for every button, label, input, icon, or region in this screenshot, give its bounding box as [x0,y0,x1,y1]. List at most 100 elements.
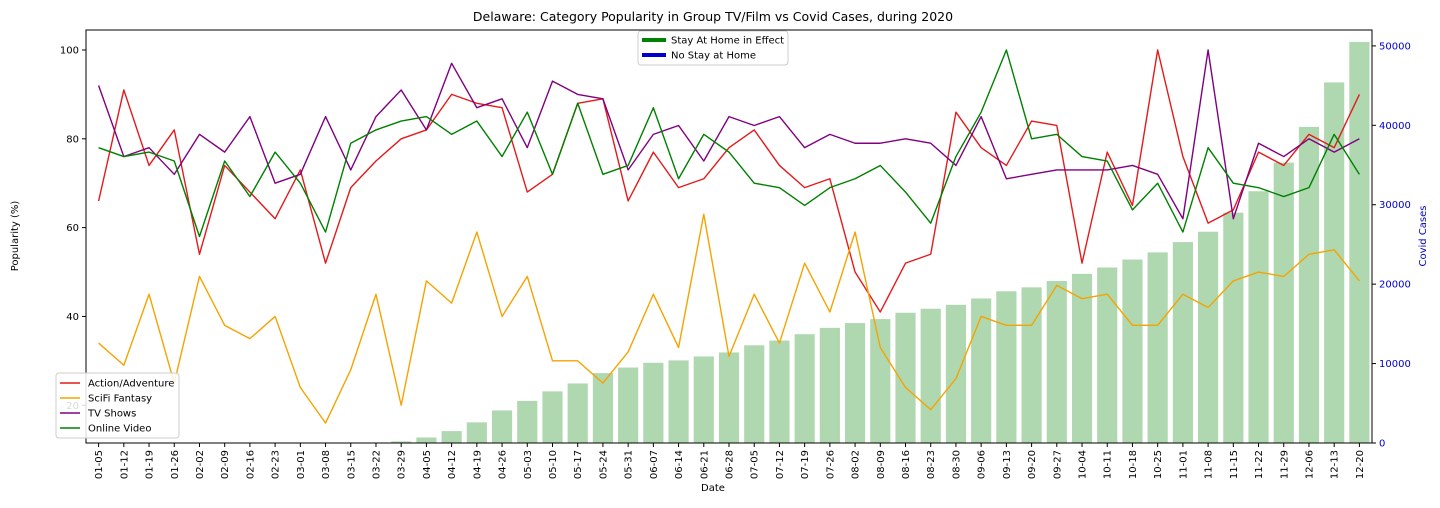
covid-bar [844,323,866,443]
covid-bar [794,334,815,443]
covid-bar [744,345,765,443]
covid-bar [996,291,1017,443]
x-tick-label: 06-28 [725,450,736,479]
legend2-label: Stay At Home in Effect [671,36,784,47]
covid-bar [668,360,689,443]
x-tick-label: 06-14 [674,450,685,479]
y-axis-label: Popularity (%) [10,201,21,272]
y-tick-label: 80 [66,134,79,145]
covid-bar [466,422,487,443]
y2-axis-label: Covid Cases [1418,205,1429,266]
covid-bar [1122,259,1143,443]
series-line [98,213,1360,424]
y2-axis-ticks: 0 10000 20000 30000 40000 50000 [1372,41,1411,450]
y2-tick-label: 0 [1379,439,1385,450]
x-tick-label: 03-29 [397,450,408,479]
x-tick-label: 10-25 [1153,450,1164,479]
x-tick-label: 09-27 [1052,450,1063,479]
y2-tick-label: 50000 [1379,41,1411,52]
x-tick-label: 04-26 [498,450,509,479]
covid-bar [920,308,941,443]
covid-bar [1021,287,1042,443]
legend-series: Action/Adventure SciFi Fantasy TV Shows Onl… [55,372,180,439]
covid-bar [391,441,412,443]
covid-bar [441,431,462,443]
covid-bar [769,340,790,443]
x-tick-label: 06-21 [699,450,710,479]
covid-bar [1046,280,1067,443]
x-tick-label: 09-13 [1002,450,1013,479]
legend2-label: No Stay at Home [671,51,756,62]
legend-stay-box [637,30,789,66]
x-tick-label: 08-23 [926,450,937,479]
x-tick-label: 03-22 [371,450,382,479]
covid-bar [1097,267,1118,443]
legend-label: Online Video [88,424,151,435]
covid-bar [567,383,588,443]
x-tick-label: 01-26 [170,450,181,479]
covid-bar [542,391,563,443]
y-tick-label: 100 [60,45,79,56]
x-tick-label: 03-08 [321,450,332,479]
x-tick-label: 03-01 [296,450,307,479]
x-axis-label: Date [701,483,725,494]
x-tick-label: 04-12 [447,450,458,479]
legend-label: TV Shows [87,409,136,420]
x-tick-label: 11-15 [1229,450,1240,479]
series-line [98,49,1360,238]
x-tick-label: 08-16 [901,450,912,479]
covid-bar [491,410,513,443]
covid-bar [1147,252,1168,443]
x-tick-label: 03-15 [346,450,357,479]
x-tick-label: 11-08 [1204,450,1215,479]
covid-bar [517,400,538,443]
x-tick-label: 02-16 [245,450,256,479]
x-tick-label: 05-03 [523,450,534,479]
covid-bar [592,373,614,443]
covid-bar [416,437,437,443]
x-tick-label: 04-05 [422,450,433,479]
x-tick-label: 02-09 [220,450,231,479]
series-lines [97,49,1361,424]
x-tick-label: 02-02 [195,450,206,479]
y-tick-label: 40 [66,312,79,323]
x-tick-label: 12-13 [1330,450,1341,479]
x-tick-label: 04-19 [472,450,483,479]
x-tick-label: 10-11 [1103,450,1114,479]
covid-bar [643,362,664,443]
covid-bars [391,41,1370,444]
covid-bar [1172,242,1193,443]
x-tick-label: 08-02 [851,450,862,479]
x-tick-label: 11-01 [1178,450,1189,479]
x-tick-label: 07-05 [750,450,761,479]
x-tick-label: 05-17 [573,450,584,479]
x-tick-label: 09-06 [977,450,988,479]
series-line [97,49,1360,220]
covid-bar [718,352,740,443]
x-tick-label: 02-23 [271,450,282,479]
x-tick-label: 11-29 [1279,450,1290,479]
legend-label: Action/Adventure [88,379,174,390]
x-tick-label: 12-06 [1304,450,1315,479]
x-tick-label: 01-05 [94,450,105,479]
legend-series-box [55,372,180,439]
covid-bar [971,298,992,443]
x-tick-label: 07-19 [800,450,811,479]
x-tick-label: 12-20 [1355,450,1366,479]
y2-tick-label: 10000 [1379,359,1411,370]
x-tick-label: 08-09 [876,450,887,479]
x-tick-label: 11-22 [1254,450,1265,479]
y2-tick-label: 20000 [1379,280,1411,291]
x-tick-label: 10-18 [1128,450,1139,479]
x-tick-label: 06-07 [649,450,660,479]
covid-bar [1298,126,1320,444]
x-tick-label: 05-10 [548,450,559,479]
covid-bar [618,367,639,443]
covid-bar [870,319,891,443]
covid-bar [1198,231,1219,443]
covid-bar [1248,191,1269,443]
x-tick-label: 07-12 [775,450,786,479]
x-tick-label: 05-24 [598,450,609,479]
x-tick-label: 01-12 [119,450,130,479]
